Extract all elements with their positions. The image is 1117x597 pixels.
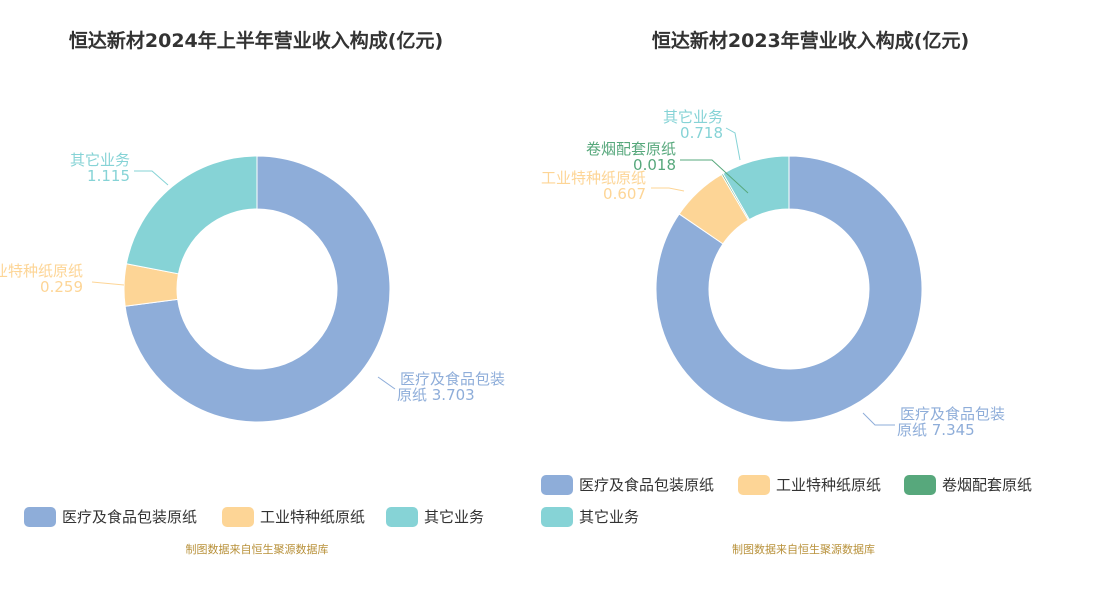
slice-data-label: 其它业务 0.718 [663, 108, 723, 142]
slice-data-label: 卷烟配套原纸 0.018 [586, 140, 676, 174]
legend-swatch [541, 506, 573, 527]
label-leader-line [91, 281, 125, 286]
label-leader-line [862, 412, 895, 426]
label-leader-line [134, 170, 169, 186]
slice-data-label: 工业特种纸原纸 0.607 [541, 169, 646, 203]
legend-item[interactable]: 其它业务 [541, 506, 639, 527]
label-leader-line [725, 127, 741, 161]
legend-item[interactable]: 工业特种纸原纸 [738, 474, 881, 495]
data-source-note: 制图数据来自恒生聚源数据库 [185, 543, 329, 556]
label-leader-line [680, 159, 749, 194]
legend-label: 医疗及食品包装原纸 [62, 508, 198, 526]
legend-label: 其它业务 [424, 508, 485, 526]
donut-slice-0 [124, 155, 391, 423]
legend-swatch [24, 506, 56, 527]
legend-label: 工业特种纸原纸 [776, 476, 882, 494]
legend-label: 其它业务 [579, 508, 640, 526]
legend-label: 卷烟配套原纸 [942, 476, 1033, 494]
data-source-note: 制图数据来自恒生聚源数据库 [732, 543, 875, 556]
legend-swatch [738, 474, 770, 495]
legend-swatch [904, 474, 936, 495]
chart-panel-left: 恒达新材2024年上半年营业收入构成(亿元) 医疗及食品包装原纸 3.703 工业… [0, 0, 520, 597]
slice-data-label: 医疗及食品包装原纸 7.345 [897, 405, 1005, 439]
legend-swatch [541, 474, 573, 495]
chart-panel-right: 恒达新材2023年营业收入构成(亿元) 医疗及食品包装原纸 7.345 工业特种纸… [530, 0, 1117, 597]
legend-item[interactable]: 医疗及食品包装原纸 [24, 506, 197, 527]
donut-slice-3 [722, 155, 790, 221]
slice-data-label: 其它业务 1.115 [70, 151, 130, 185]
chart-legend: 医疗及食品包装原纸 工业特种纸原纸 其它业务 [0, 0, 520, 597]
slice-data-label: 医疗及食品包装原纸 3.703 [397, 370, 505, 404]
chart-title: 恒达新材2023年营业收入构成(亿元) [651, 30, 970, 52]
legend-item[interactable]: 工业特种纸原纸 [222, 506, 365, 527]
chart-title: 恒达新材2024年上半年营业收入构成(亿元) [68, 30, 444, 52]
legend-item[interactable]: 卷烟配套原纸 [904, 474, 1032, 495]
legend-swatch [386, 506, 418, 527]
legend-label: 医疗及食品包装原纸 [579, 476, 715, 494]
chart-legend: 医疗及食品包装原纸 工业特种纸原纸 卷烟配套原纸其它业务 [530, 0, 1117, 597]
legend-label: 工业特种纸原纸 [260, 508, 366, 526]
label-leader-line [651, 187, 685, 192]
legend-item[interactable]: 医疗及食品包装原纸 [541, 474, 714, 495]
legend-item[interactable]: 其它业务 [386, 506, 484, 527]
donut-slice-0 [655, 155, 923, 423]
label-leader-line [377, 376, 396, 390]
donut-slice-2 [125, 155, 258, 275]
legend-swatch [222, 506, 254, 527]
